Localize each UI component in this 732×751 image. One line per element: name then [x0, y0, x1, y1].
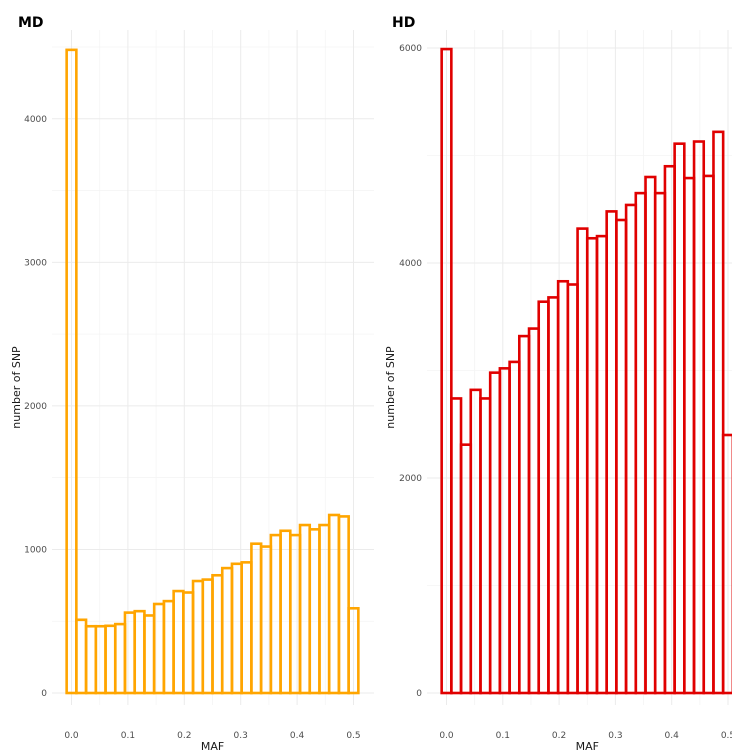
histogram-bar: [653, 191, 667, 695]
histogram-bar: [133, 609, 146, 695]
histogram-bar: [347, 606, 360, 695]
histogram-bar: [450, 397, 463, 695]
x-tick-label: 0.1: [496, 731, 510, 741]
x-tick-label: 0.5: [346, 731, 360, 741]
histogram-bar: [152, 602, 166, 695]
histogram-bar: [162, 599, 175, 695]
histogram-bar: [440, 47, 453, 695]
histogram-bar: [191, 579, 205, 695]
y-tick-label: 2000: [399, 474, 422, 484]
y-tick-label: 0: [416, 689, 422, 699]
histogram-bar: [585, 236, 599, 695]
y-tick-label: 2000: [24, 402, 47, 412]
histogram-bar: [624, 203, 638, 695]
histogram-bar: [469, 388, 482, 695]
histogram-bar: [279, 529, 292, 695]
histogram-bar: [113, 622, 127, 695]
histogram-bar: [488, 371, 502, 695]
histogram-bar: [576, 227, 589, 695]
histogram-bar: [566, 283, 579, 695]
x-tick-label: 0.3: [234, 731, 248, 741]
histogram-bar: [318, 523, 331, 695]
histogram-bar: [220, 566, 234, 695]
histogram-bar: [123, 611, 136, 695]
x-tick-label: 0.2: [552, 731, 566, 741]
histogram-bar: [65, 48, 78, 695]
x-tick-label: 0.0: [439, 731, 454, 741]
panel-md: 0 1000 2000 3000 4000 0.0 0.1 0.2 0.3 0.4 0.5 MAF nu…: [10, 15, 374, 751]
x-tick-label: 0.2: [177, 731, 191, 741]
x-tick-label: 0.0: [64, 731, 79, 741]
x-axis-title: MAF: [576, 740, 599, 751]
histogram-bar: [663, 164, 676, 695]
x-axis-title: MAF: [201, 740, 224, 751]
histogram-bar: [337, 515, 350, 695]
bars: [65, 48, 360, 695]
y-tick-label: 1000: [24, 545, 47, 555]
y-tick-label: 4000: [399, 259, 422, 269]
panel-title: HD: [392, 15, 415, 31]
x-tick-label: 0.4: [665, 731, 680, 741]
histogram-bar: [683, 176, 696, 695]
histogram-bar: [479, 397, 492, 695]
histogram-bar: [517, 334, 531, 695]
histogram-bar: [298, 523, 312, 695]
x-tick-label: 0.5: [721, 731, 732, 741]
histogram-bar: [308, 528, 321, 695]
histogram-bar: [702, 174, 715, 695]
histogram-bar: [459, 443, 473, 695]
histogram-bar: [595, 234, 608, 695]
histogram-bar: [75, 618, 88, 695]
histogram-bar: [259, 545, 273, 695]
histogram-bar: [104, 624, 117, 695]
histogram-bar: [172, 589, 185, 695]
histogram-bar: [269, 533, 282, 695]
histogram-bar: [537, 300, 550, 695]
y-tick-label: 3000: [24, 258, 47, 268]
histogram-bar: [201, 578, 214, 695]
y-tick-label: 6000: [399, 44, 422, 54]
x-tick-label: 0.4: [290, 731, 305, 741]
histogram-bar: [673, 142, 686, 695]
panel-title: MD: [18, 15, 44, 31]
histogram-bar: [508, 360, 521, 695]
histogram-bar: [327, 513, 341, 695]
histogram-bar: [644, 175, 657, 695]
histogram-bar: [615, 218, 628, 695]
y-tick-label: 0: [41, 689, 47, 699]
y-axis-title: number of SNP: [384, 346, 397, 429]
histogram-bar: [547, 296, 560, 695]
histogram-bar: [143, 614, 156, 695]
histogram-bar: [94, 624, 107, 695]
bars: [440, 47, 732, 695]
gridlines: [427, 30, 732, 705]
y-tick-label: 4000: [24, 115, 47, 125]
histogram-bar: [721, 433, 732, 695]
y-axis-title: number of SNP: [10, 346, 23, 429]
histogram-bar: [289, 533, 302, 695]
histogram-bar: [498, 367, 511, 695]
histogram-bar: [84, 624, 98, 695]
x-tick-label: 0.3: [608, 731, 622, 741]
x-tick-label: 0.1: [121, 731, 135, 741]
histogram-bar: [250, 542, 263, 695]
histogram-bar: [527, 327, 541, 695]
histogram-bar: [692, 140, 706, 695]
histogram-bar: [240, 561, 253, 695]
histogram-bar: [712, 130, 725, 695]
histogram-bar: [211, 573, 224, 695]
histogram-bar: [634, 191, 647, 695]
panel-hd: 0 2000 4000 6000 0.0 0.1 0.2 0.3 0.4 0.5 MAF number…: [384, 15, 732, 751]
